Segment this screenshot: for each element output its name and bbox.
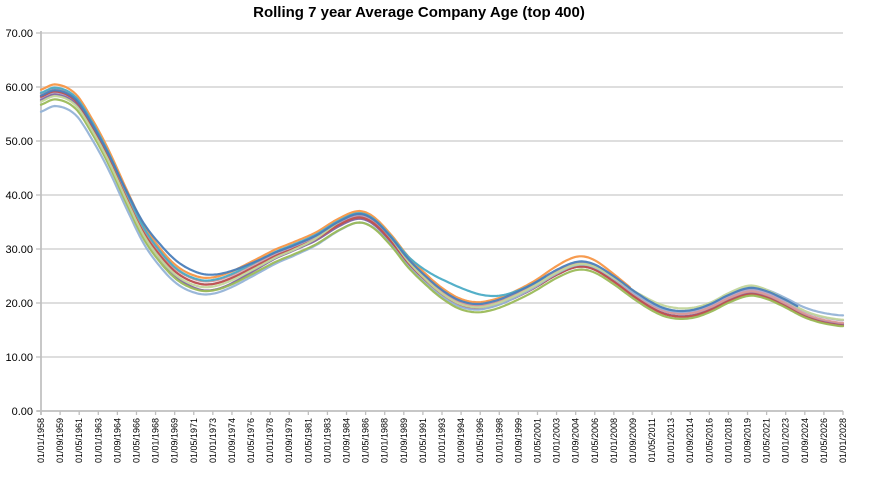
x-tick-label: 01/05/2006 [590, 418, 600, 463]
x-tick-label: 01/01/2023 [781, 418, 791, 463]
x-tick-label: 01/09/1989 [399, 418, 409, 463]
series-line-series-lavender [39, 91, 845, 322]
x-tick-label: 01/09/1994 [456, 418, 466, 463]
x-tick-label: 01/01/2008 [609, 418, 619, 463]
chart-title: Rolling 7 year Average Company Age (top … [253, 4, 585, 21]
y-tick-label: 20.00 [5, 298, 33, 310]
series-lines-layer [39, 83, 845, 328]
x-tick-label: 01/09/1969 [170, 418, 180, 463]
x-tick-label: 01/09/2004 [571, 418, 581, 463]
x-tick-label: 01/01/1983 [322, 418, 332, 463]
x-tick-label: 01/09/1979 [284, 418, 294, 463]
x-tick-label: 01/01/2003 [552, 418, 562, 463]
series-line-series-teal [39, 86, 547, 298]
x-tick-label: 01/01/1963 [93, 418, 103, 463]
y-tick-label: 50.00 [5, 136, 33, 148]
series-line-series-light-green [39, 94, 845, 321]
x-tick-label: 01/09/2024 [800, 418, 810, 463]
x-tick-label: 01/05/1981 [303, 418, 313, 463]
x-tick-label: 01/01/1988 [380, 418, 390, 463]
x-tick-label: 01/09/1999 [513, 418, 523, 463]
x-tick-label: 01/01/1978 [265, 418, 275, 463]
gridlines-layer [41, 32, 843, 358]
x-tick-label: 01/09/2019 [743, 418, 753, 463]
series-line-series-periwinkle [39, 104, 845, 317]
x-tick-label: 01/05/1991 [418, 418, 428, 463]
x-tick-label: 01/09/2009 [628, 418, 638, 463]
x-tick-label: 01/09/1974 [227, 418, 237, 463]
x-tick-label: 01/05/1996 [475, 418, 485, 463]
series-line-series-green [39, 98, 845, 328]
axis-labels-layer: 70.0060.0050.0040.0030.0020.0010.000.000… [5, 28, 848, 463]
y-tick-label: 0.00 [12, 406, 33, 418]
y-tick-label: 60.00 [5, 82, 33, 94]
x-tick-label: 01/01/1968 [151, 418, 161, 463]
series-line-series-steel-blue [39, 89, 799, 313]
y-tick-label: 70.00 [5, 28, 33, 40]
x-tick-label: 01/05/2016 [704, 418, 714, 463]
x-tick-label: 01/05/2011 [647, 418, 657, 462]
series-line-series-orange [39, 83, 632, 304]
x-tick-label: 01/01/2028 [838, 418, 848, 463]
x-tick-label: 01/01/2018 [723, 418, 733, 463]
x-tick-label: 01/05/2026 [819, 418, 829, 463]
y-tick-label: 40.00 [5, 190, 33, 202]
x-tick-label: 01/01/1993 [437, 418, 447, 463]
x-tick-label: 01/05/2021 [762, 418, 772, 463]
x-tick-label: 01/01/2013 [666, 418, 676, 463]
y-tick-label: 10.00 [5, 352, 33, 364]
x-tick-label: 01/05/2001 [532, 418, 542, 463]
x-tick-label: 01/09/1984 [342, 418, 352, 463]
x-tick-label: 01/05/1961 [74, 418, 84, 463]
x-tick-label: 01/05/1966 [131, 418, 141, 463]
x-tick-label: 01/01/1958 [36, 418, 46, 463]
y-tick-label: 30.00 [5, 244, 33, 256]
x-tick-label: 01/05/1971 [189, 418, 199, 463]
x-tick-label: 01/01/1973 [208, 418, 218, 463]
x-tick-label: 01/09/1964 [112, 418, 122, 463]
x-tick-label: 01/05/1986 [361, 418, 371, 463]
x-tick-label: 01/01/1998 [494, 418, 504, 463]
x-tick-label: 01/05/1976 [246, 418, 256, 463]
x-tick-label: 01/09/1959 [55, 418, 65, 463]
x-tick-label: 01/09/2014 [685, 418, 695, 463]
